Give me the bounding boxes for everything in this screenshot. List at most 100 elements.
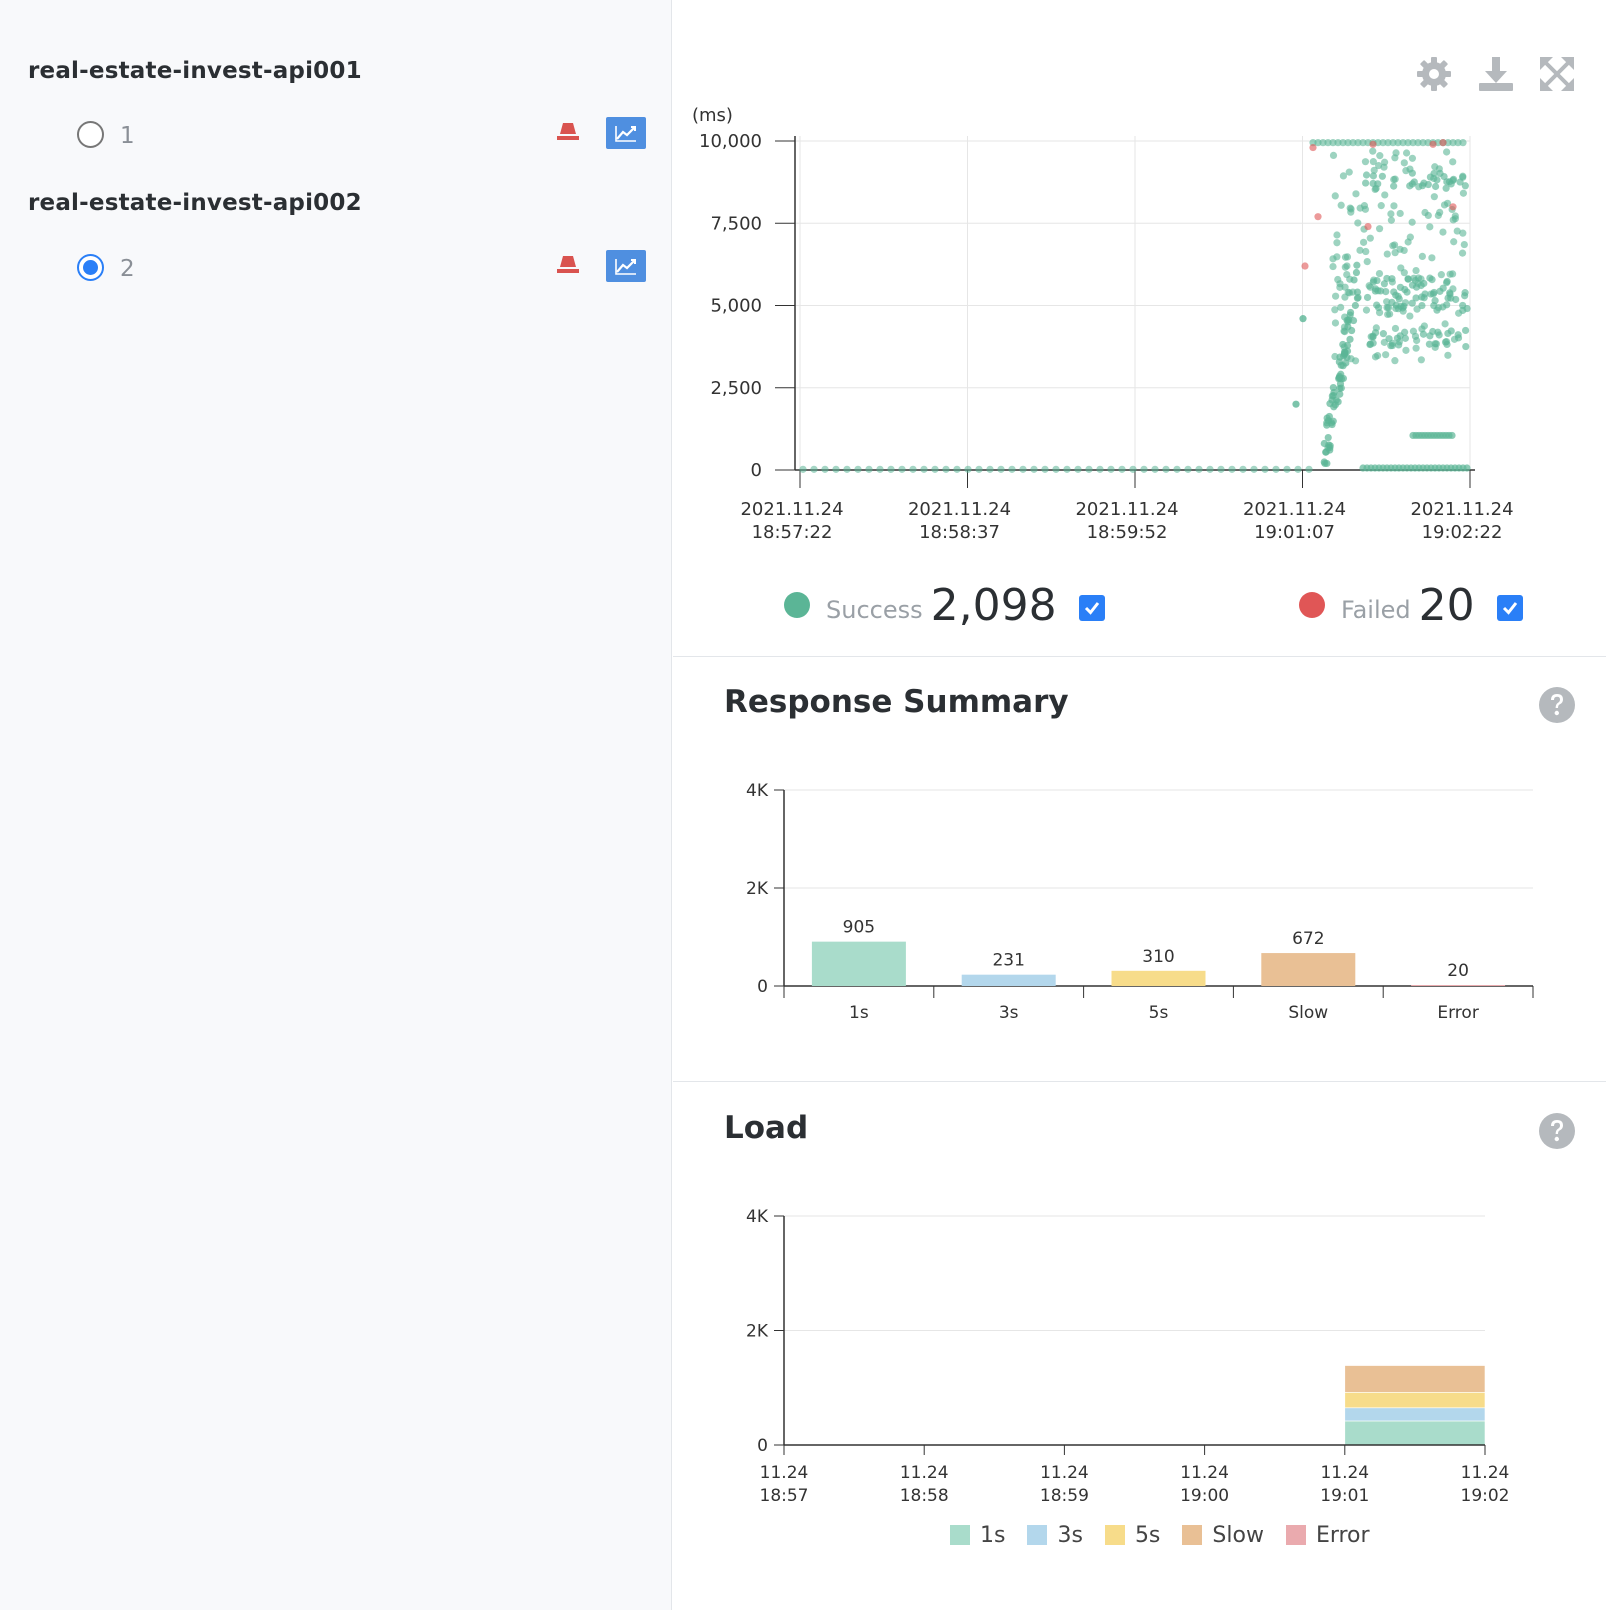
data-point — [1369, 339, 1377, 347]
load-title: Load — [724, 1110, 809, 1146]
data-point — [1283, 465, 1291, 473]
trend-chart-icon[interactable] — [606, 250, 646, 282]
legend-item[interactable]: 1s — [950, 1523, 1005, 1548]
data-point — [1369, 278, 1377, 286]
bar-value-label: 905 — [843, 918, 875, 938]
y-tick-label: 0 — [757, 977, 768, 997]
y-tick-label: 2,500 — [710, 378, 762, 399]
data-point — [1352, 268, 1361, 277]
data-point — [1406, 312, 1414, 320]
y-tick-label: 0 — [757, 1436, 768, 1456]
agent-list-panel: real-estate-invest-api001 1 real-estate-… — [0, 0, 672, 1610]
data-point — [1435, 331, 1443, 339]
trend-chart-icon[interactable] — [606, 117, 646, 149]
data-point — [1453, 227, 1461, 235]
failed-checkbox[interactable] — [1496, 595, 1523, 621]
data-point — [1334, 398, 1342, 406]
data-point — [1401, 328, 1409, 336]
data-point — [1337, 384, 1345, 392]
help-icon[interactable] — [1538, 686, 1576, 724]
data-point — [942, 465, 950, 473]
data-point — [1449, 158, 1457, 166]
data-point — [1383, 298, 1391, 306]
data-point — [1454, 331, 1462, 339]
agent-instance-row[interactable]: 1 — [0, 115, 672, 155]
bar-value-label: 310 — [1142, 947, 1174, 967]
bar-value-label: 231 — [992, 951, 1024, 971]
data-point — [1388, 298, 1396, 306]
data-point — [1391, 175, 1399, 183]
data-point — [1441, 320, 1449, 328]
y-tick-label: 7,500 — [710, 213, 762, 234]
agent-radio[interactable] — [77, 121, 104, 148]
legend-item[interactable]: Slow — [1182, 1523, 1264, 1548]
data-point — [1354, 219, 1362, 227]
data-point — [1436, 169, 1444, 177]
data-point — [1363, 293, 1372, 302]
legend-label: 3s — [1057, 1522, 1083, 1548]
data-point — [1389, 242, 1397, 250]
stop-icon[interactable] — [554, 252, 582, 280]
data-point — [1341, 313, 1349, 321]
data-point — [1374, 352, 1382, 360]
help-icon[interactable] — [1538, 1112, 1576, 1150]
data-point — [1383, 250, 1391, 258]
stacked-area-segment — [1344, 1365, 1486, 1393]
x-tick-label: 2021.11.24 18:57:22 — [740, 499, 843, 543]
data-point — [1443, 148, 1451, 156]
data-point — [1443, 340, 1451, 349]
data-point — [1384, 139, 1392, 147]
data-point — [1347, 208, 1355, 216]
data-point — [1456, 178, 1464, 186]
data-point — [1309, 139, 1317, 147]
data-point — [1331, 306, 1339, 314]
legend-item[interactable]: 3s — [1027, 1522, 1083, 1548]
data-point — [1408, 180, 1416, 188]
stacked-area-segment — [1344, 1392, 1486, 1409]
data-point — [1379, 330, 1387, 338]
data-point — [1041, 465, 1049, 473]
data-point — [821, 465, 829, 473]
data-point — [1411, 332, 1420, 340]
data-point — [1348, 326, 1356, 335]
agent-instance-row[interactable]: 2 — [0, 248, 672, 288]
data-point — [1314, 213, 1322, 221]
data-point — [1333, 253, 1341, 261]
data-point — [1381, 191, 1389, 199]
stop-icon[interactable] — [554, 119, 582, 147]
x-category-label: 5s — [1149, 1003, 1169, 1023]
data-point — [1380, 280, 1388, 288]
fullscreen-icon[interactable] — [1537, 54, 1577, 94]
agent-group-name: real-estate-invest-api002 — [28, 190, 362, 216]
data-point — [1417, 356, 1425, 364]
data-point — [1217, 465, 1225, 473]
data-point — [1261, 465, 1269, 473]
success-checkbox[interactable] — [1078, 595, 1105, 621]
download-icon[interactable] — [1476, 54, 1516, 94]
section-divider — [673, 1081, 1606, 1082]
y-tick-label: 2K — [746, 879, 769, 899]
gear-icon[interactable] — [1414, 54, 1454, 94]
legend-item[interactable]: Error — [1285, 1523, 1370, 1548]
legend-label: Slow — [1212, 1522, 1264, 1548]
data-point — [931, 465, 939, 473]
data-point — [1342, 359, 1350, 367]
legend-swatch — [1182, 1525, 1203, 1545]
data-point — [1449, 139, 1457, 147]
data-point — [1384, 304, 1393, 312]
data-point — [1459, 139, 1467, 147]
data-point — [997, 465, 1005, 473]
data-point — [1396, 283, 1405, 291]
data-point — [1442, 184, 1450, 192]
data-point — [1426, 173, 1434, 181]
data-point — [1369, 172, 1378, 180]
data-point — [1344, 288, 1352, 296]
x-tick-label: 11.24 18:59 — [1040, 1463, 1089, 1506]
data-point — [1309, 143, 1317, 152]
data-point — [1363, 257, 1371, 266]
agent-radio[interactable] — [77, 254, 104, 281]
data-point — [1337, 201, 1345, 209]
data-point — [1461, 289, 1469, 297]
data-point — [1294, 465, 1302, 473]
legend-item[interactable]: 5s — [1104, 1523, 1160, 1548]
